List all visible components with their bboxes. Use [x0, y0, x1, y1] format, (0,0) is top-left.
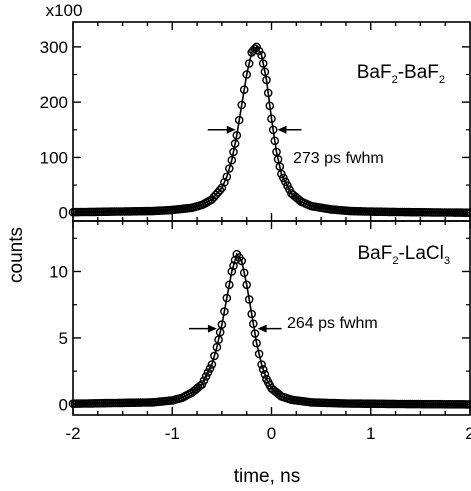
panel-bottom-ytick-label: 10 — [49, 262, 68, 281]
panel-bottom-data-point — [203, 368, 213, 377]
panel-top-data-point — [239, 85, 249, 94]
x-axis-title: time, ns — [234, 466, 301, 487]
panel-top-data-point — [268, 125, 278, 135]
panel-top-ytick-label: 300 — [40, 38, 68, 57]
panel-top-data-point — [244, 59, 254, 68]
panel-top-data-point — [230, 139, 240, 148]
panel-top-data-point — [465, 208, 471, 217]
panel-top-data-point — [254, 46, 264, 56]
panel-top-fwhm-arrowhead-right — [277, 125, 287, 134]
panel-bottom-data-point — [207, 360, 217, 369]
panel-top-data-point — [262, 75, 271, 85]
y-axis-title: counts — [6, 227, 27, 283]
panel-top-data-point — [234, 115, 244, 125]
panel-top-data-point — [267, 114, 276, 123]
panel-bottom-data-point — [227, 267, 237, 276]
panel-bottom-data-point — [222, 293, 232, 303]
panel-top-data-point — [229, 147, 238, 157]
panel-bottom-ytick-label: 0 — [59, 395, 68, 414]
panel-bottom-data-point — [239, 268, 249, 278]
panel-top-data-point — [258, 59, 268, 68]
panel-bottom-data-point — [237, 256, 246, 266]
panel-bottom-data-point — [250, 329, 260, 338]
panel-top-fwhm-arrowhead-left — [226, 125, 236, 134]
panel-bottom-data-point — [199, 376, 209, 385]
panel-top-ytick-label: 100 — [40, 148, 68, 167]
panel-bottom-data-point — [465, 400, 471, 409]
panel-top-data-point — [250, 44, 260, 54]
panel-top-data-point — [220, 177, 229, 187]
x-tick-label: 1 — [366, 424, 375, 443]
x-tick-label: 0 — [267, 424, 276, 443]
panel-bottom-data-point — [210, 351, 219, 361]
panel-top-data-point — [270, 136, 280, 146]
panel-top-data-point — [224, 164, 234, 173]
bottom-fwhm-annotation: 264 ps fwhm — [287, 315, 378, 332]
y-multiplier-label: x100 — [46, 1, 83, 20]
panel-bottom-data-point — [229, 261, 238, 271]
panel-top-data-point — [242, 70, 251, 79]
top-fwhm-annotation: 273 ps fwhm — [293, 150, 384, 167]
panel-top-data-point — [263, 88, 273, 98]
panel-bottom-data-point — [252, 338, 261, 348]
panel-bottom-data-point — [215, 327, 225, 337]
panel-top-data-point — [265, 101, 275, 111]
panel-top-data-point — [222, 172, 232, 182]
panel-top-data-point — [215, 185, 225, 195]
panel-top-data-point — [232, 130, 242, 140]
panel-bottom-data-point — [205, 364, 215, 373]
panel-bottom-data-point — [247, 309, 256, 319]
panel-bottom-data-point — [254, 349, 264, 359]
panel-top-data-point — [260, 67, 270, 77]
bottom-legend-label: BaF2-LaCl3 — [357, 243, 450, 267]
panel-bottom-data-point — [257, 360, 266, 369]
panel-top-data-point — [227, 155, 237, 165]
panel-bottom-data-point — [248, 319, 258, 329]
panel-bottom-fwhm-arrowhead-left — [207, 324, 217, 333]
panel-bottom-data-point — [201, 372, 211, 381]
panel-top-ytick-label: 0 — [59, 204, 68, 223]
panel-bottom-fwhm-arrowhead-right — [257, 324, 267, 333]
x-tick-label: -2 — [65, 424, 80, 443]
panel-bottom-ytick-label: 5 — [59, 329, 68, 348]
panel-top-ytick-label: 200 — [40, 93, 68, 112]
panel-top-data-point — [257, 50, 266, 60]
panel-bottom-data-point — [224, 280, 234, 290]
panel-bottom-data-point — [244, 295, 254, 304]
x-tick-label: -1 — [165, 424, 180, 443]
panel-bottom-data-point — [217, 320, 227, 329]
x-tick-label: 2 — [465, 424, 471, 443]
panel-bottom-data-point — [260, 369, 270, 379]
top-legend-label: BaF2-BaF2 — [357, 62, 445, 86]
panel-bottom-data-point — [242, 280, 251, 290]
panel-top-data-point — [237, 100, 246, 110]
panel-bottom-data-point — [258, 365, 268, 374]
panel-bottom-data-point — [220, 307, 229, 316]
panel-bottom-data-point — [195, 381, 205, 391]
